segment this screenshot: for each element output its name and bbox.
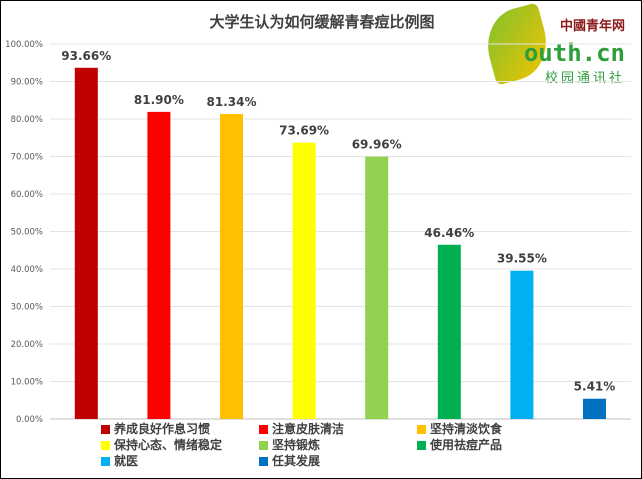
legend-label: 养成良好作息习惯 — [114, 422, 211, 436]
legend-swatch — [259, 441, 268, 450]
legend-label: 任其发展 — [272, 454, 321, 468]
legend-swatch — [417, 441, 426, 450]
data-label: 69.96% — [352, 138, 402, 152]
y-tick-label: 90.00% — [11, 78, 43, 88]
legend-label: 注意皮肤清洁 — [272, 422, 345, 436]
legend-label: 坚持锻炼 — [272, 438, 321, 452]
legend-item: 任其发展 — [259, 454, 417, 469]
y-tick-label: 40.00% — [11, 265, 43, 275]
y-tick-label: 60.00% — [11, 190, 43, 200]
chart-title: 大学生认为如何缓解青春痘比例图 — [209, 13, 435, 31]
data-label: 93.66% — [61, 49, 111, 63]
y-tick-label: 100.00% — [5, 40, 43, 50]
bar — [437, 244, 461, 419]
y-tick-label: 50.00% — [11, 228, 43, 238]
legend-label: 保持心态、情绪稳定 — [114, 438, 223, 452]
y-tick-label: 80.00% — [11, 115, 43, 125]
legend-label: 使用祛痘产品 — [430, 438, 503, 452]
y-tick-label: 30.00% — [11, 303, 43, 313]
logo-sub: 校园通讯社 — [544, 71, 625, 86]
legend-swatch — [259, 457, 268, 466]
legend-item: 保持心态、情绪稳定 — [101, 438, 259, 453]
legend-item: 坚持锻炼 — [259, 438, 417, 453]
bar — [510, 270, 534, 419]
legend-item: 注意皮肤清洁 — [259, 422, 417, 437]
bar — [365, 156, 389, 419]
legend-item: 坚持清淡饮食 — [417, 422, 577, 437]
y-tick-label: 20.00% — [11, 340, 43, 350]
data-label: 73.69% — [279, 124, 329, 138]
legend-label: 坚持清淡饮食 — [430, 422, 503, 436]
legend: 养成良好作息习惯 注意皮肤清洁 坚持清淡饮食保持心态、情绪稳定 坚持锻炼 使用祛痘产品就… — [101, 422, 581, 469]
legend-swatch — [417, 425, 426, 434]
bar — [147, 111, 171, 419]
legend-label: 就医 — [114, 454, 139, 468]
legend-swatch — [101, 457, 110, 466]
legend-item: 养成良好作息习惯 — [101, 422, 259, 437]
legend-swatch — [101, 441, 110, 450]
bar — [220, 113, 243, 419]
legend-item: 就医 — [101, 454, 259, 469]
y-tick-label: 0.00% — [16, 415, 43, 425]
legend-swatch — [101, 425, 110, 434]
bar — [583, 398, 606, 419]
y-tick-label: 70.00% — [11, 153, 43, 163]
logo-brand: 中國青年网 — [559, 19, 625, 34]
data-label: 81.90% — [134, 93, 184, 107]
legend-item: 使用祛痘产品 — [417, 438, 577, 453]
data-label: 39.55% — [497, 252, 547, 266]
y-tick-label: 10.00% — [11, 378, 43, 388]
data-label: 5.41% — [574, 380, 616, 394]
legend-swatch — [259, 425, 268, 434]
bar — [292, 142, 316, 419]
bar — [74, 67, 98, 420]
data-label: 46.46% — [424, 226, 474, 240]
data-label: 81.34% — [207, 95, 257, 109]
